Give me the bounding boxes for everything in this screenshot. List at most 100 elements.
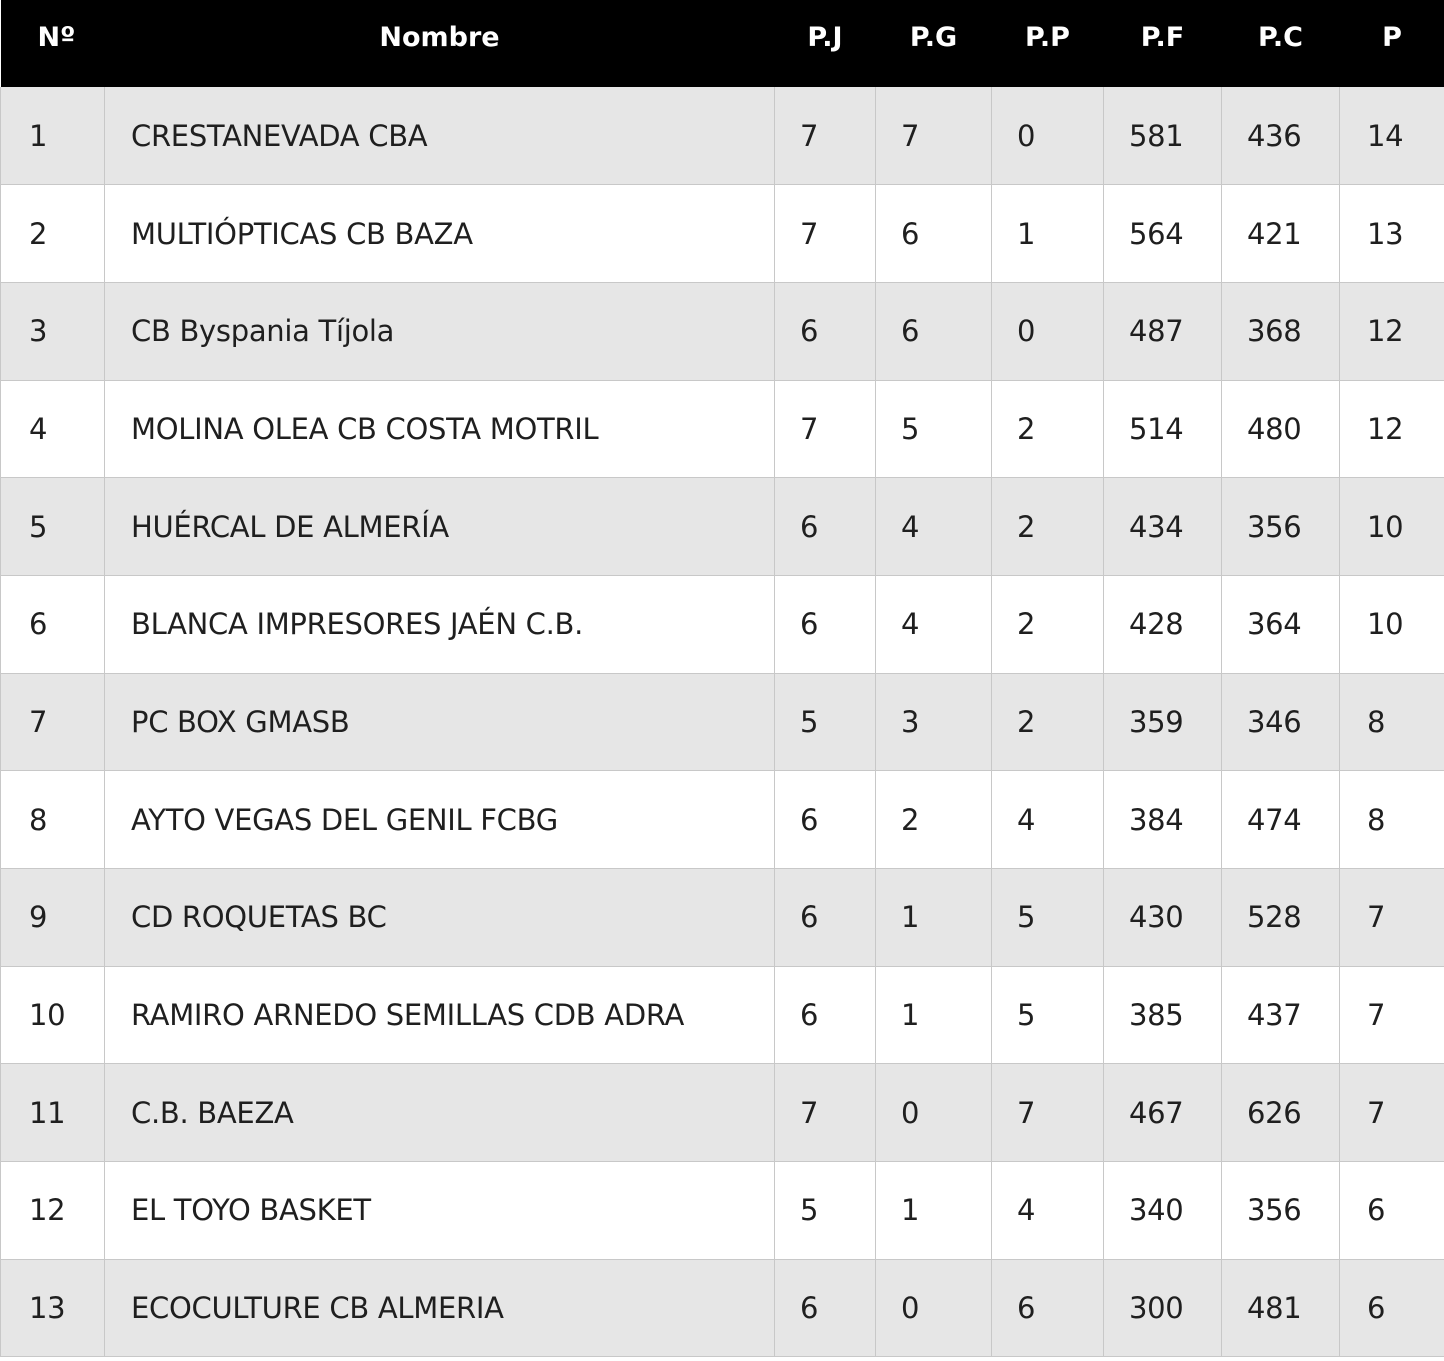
cell-position: 9 bbox=[0, 868, 105, 967]
cell-position: 13 bbox=[0, 1258, 105, 1358]
cell-games-lost: 1 bbox=[991, 184, 1104, 283]
cell-points-against: 481 bbox=[1221, 1258, 1340, 1358]
cell-games-won: 0 bbox=[875, 1063, 992, 1163]
cell-points-for: 385 bbox=[1103, 965, 1222, 1065]
cell-team-name: RAMIRO ARNEDO SEMILLAS CDB ADRA bbox=[104, 965, 775, 1065]
cell-position: 2 bbox=[0, 184, 105, 283]
cell-games-won: 1 bbox=[875, 868, 992, 967]
cell-games-played: 6 bbox=[774, 574, 876, 674]
cell-points-for: 581 bbox=[1103, 87, 1222, 186]
cell-games-lost: 4 bbox=[991, 770, 1104, 869]
table-row: 12 EL TOYO BASKET 5 1 4 340 356 6 bbox=[0, 1161, 1444, 1260]
header-name: Nombre bbox=[379, 22, 500, 53]
cell-team-name: MULTIÓPTICAS CB BAZA bbox=[104, 184, 775, 283]
cell-team-name: AYTO VEGAS DEL GENIL FCBG bbox=[104, 770, 775, 869]
cell-points: 10 bbox=[1339, 477, 1444, 576]
cell-games-played: 5 bbox=[774, 672, 876, 772]
cell-team-name: PC BOX GMASB bbox=[104, 672, 775, 772]
cell-games-won: 4 bbox=[875, 574, 992, 674]
table-row: 4 MOLINA OLEA CB COSTA MOTRIL 7 5 2 514 480 12 bbox=[0, 379, 1444, 479]
header-points: P bbox=[1382, 22, 1402, 53]
cell-games-won: 6 bbox=[875, 281, 992, 381]
cell-games-played: 6 bbox=[774, 868, 876, 967]
cell-position: 12 bbox=[0, 1161, 105, 1260]
cell-points: 12 bbox=[1339, 281, 1444, 381]
cell-points-against: 474 bbox=[1221, 770, 1340, 869]
header-position: Nº bbox=[37, 22, 76, 53]
cell-games-lost: 4 bbox=[991, 1161, 1104, 1260]
cell-points-for: 359 bbox=[1103, 672, 1222, 772]
cell-points: 14 bbox=[1339, 87, 1444, 186]
cell-points: 7 bbox=[1339, 868, 1444, 967]
cell-position: 5 bbox=[0, 477, 105, 576]
cell-team-name: EL TOYO BASKET bbox=[104, 1161, 775, 1260]
cell-games-played: 7 bbox=[774, 87, 876, 186]
cell-games-played: 7 bbox=[774, 1063, 876, 1163]
cell-games-won: 3 bbox=[875, 672, 992, 772]
cell-games-lost: 6 bbox=[991, 1258, 1104, 1358]
cell-games-lost: 2 bbox=[991, 379, 1104, 479]
cell-team-name: CRESTANEVADA CBA bbox=[104, 87, 775, 186]
cell-games-won: 5 bbox=[875, 379, 992, 479]
cell-points-for: 428 bbox=[1103, 574, 1222, 674]
cell-team-name: CD ROQUETAS BC bbox=[104, 868, 775, 967]
cell-games-won: 6 bbox=[875, 184, 992, 283]
cell-points-for: 430 bbox=[1103, 868, 1222, 967]
table-row: 11 C.B. BAEZA 7 0 7 467 626 7 bbox=[0, 1063, 1444, 1163]
header-games-played: P.J bbox=[807, 22, 843, 53]
cell-points-for: 434 bbox=[1103, 477, 1222, 576]
cell-games-won: 0 bbox=[875, 1258, 992, 1358]
table-row: 8 AYTO VEGAS DEL GENIL FCBG 6 2 4 384 474 8 bbox=[0, 770, 1444, 869]
table-header: Nº Nombre P.J P.G P.P P.F P.C P bbox=[0, 0, 1444, 87]
cell-points-for: 487 bbox=[1103, 281, 1222, 381]
cell-points: 8 bbox=[1339, 672, 1444, 772]
table-row: 1 CRESTANEVADA CBA 7 7 0 581 436 14 bbox=[0, 87, 1444, 186]
cell-position: 1 bbox=[0, 87, 105, 186]
cell-games-played: 6 bbox=[774, 965, 876, 1065]
cell-games-played: 7 bbox=[774, 379, 876, 479]
cell-points-against: 528 bbox=[1221, 868, 1340, 967]
cell-points: 7 bbox=[1339, 1063, 1444, 1163]
header-points-for: P.F bbox=[1140, 22, 1185, 53]
table-row: 7 PC BOX GMASB 5 3 2 359 346 8 bbox=[0, 672, 1444, 772]
cell-games-lost: 7 bbox=[991, 1063, 1104, 1163]
cell-position: 11 bbox=[0, 1063, 105, 1163]
cell-points-for: 514 bbox=[1103, 379, 1222, 479]
cell-points: 13 bbox=[1339, 184, 1444, 283]
cell-games-lost: 5 bbox=[991, 965, 1104, 1065]
cell-games-won: 2 bbox=[875, 770, 992, 869]
cell-team-name: CB Byspania Tíjola bbox=[104, 281, 775, 381]
table-row: 3 CB Byspania Tíjola 6 6 0 487 368 12 bbox=[0, 281, 1444, 381]
cell-games-won: 1 bbox=[875, 965, 992, 1065]
cell-position: 7 bbox=[0, 672, 105, 772]
table-row: 9 CD ROQUETAS BC 6 1 5 430 528 7 bbox=[0, 868, 1444, 967]
cell-points-against: 626 bbox=[1221, 1063, 1340, 1163]
header-row: Nº Nombre P.J P.G P.P P.F P.C P bbox=[0, 0, 1444, 87]
cell-games-played: 6 bbox=[774, 477, 876, 576]
cell-points-against: 421 bbox=[1221, 184, 1340, 283]
cell-points-against: 436 bbox=[1221, 87, 1340, 186]
table-row: 5 HUÉRCAL DE ALMERÍA 6 4 2 434 356 10 bbox=[0, 477, 1444, 576]
cell-games-lost: 5 bbox=[991, 868, 1104, 967]
cell-points-for: 564 bbox=[1103, 184, 1222, 283]
cell-points-for: 340 bbox=[1103, 1161, 1222, 1260]
cell-points: 6 bbox=[1339, 1258, 1444, 1358]
cell-games-lost: 2 bbox=[991, 574, 1104, 674]
cell-points-against: 346 bbox=[1221, 672, 1340, 772]
cell-points: 6 bbox=[1339, 1161, 1444, 1260]
cell-points-against: 356 bbox=[1221, 477, 1340, 576]
cell-games-won: 7 bbox=[875, 87, 992, 186]
cell-points: 8 bbox=[1339, 770, 1444, 869]
cell-games-lost: 0 bbox=[991, 87, 1104, 186]
table-row: 13 ECOCULTURE CB ALMERIA 6 0 6 300 481 6 bbox=[0, 1258, 1444, 1358]
header-games-lost: P.P bbox=[1025, 22, 1070, 53]
cell-games-played: 5 bbox=[774, 1161, 876, 1260]
cell-position: 4 bbox=[0, 379, 105, 479]
cell-games-played: 6 bbox=[774, 770, 876, 869]
cell-points-for: 384 bbox=[1103, 770, 1222, 869]
cell-team-name: C.B. BAEZA bbox=[104, 1063, 775, 1163]
cell-points-for: 300 bbox=[1103, 1258, 1222, 1358]
cell-games-won: 1 bbox=[875, 1161, 992, 1260]
cell-position: 10 bbox=[0, 965, 105, 1065]
